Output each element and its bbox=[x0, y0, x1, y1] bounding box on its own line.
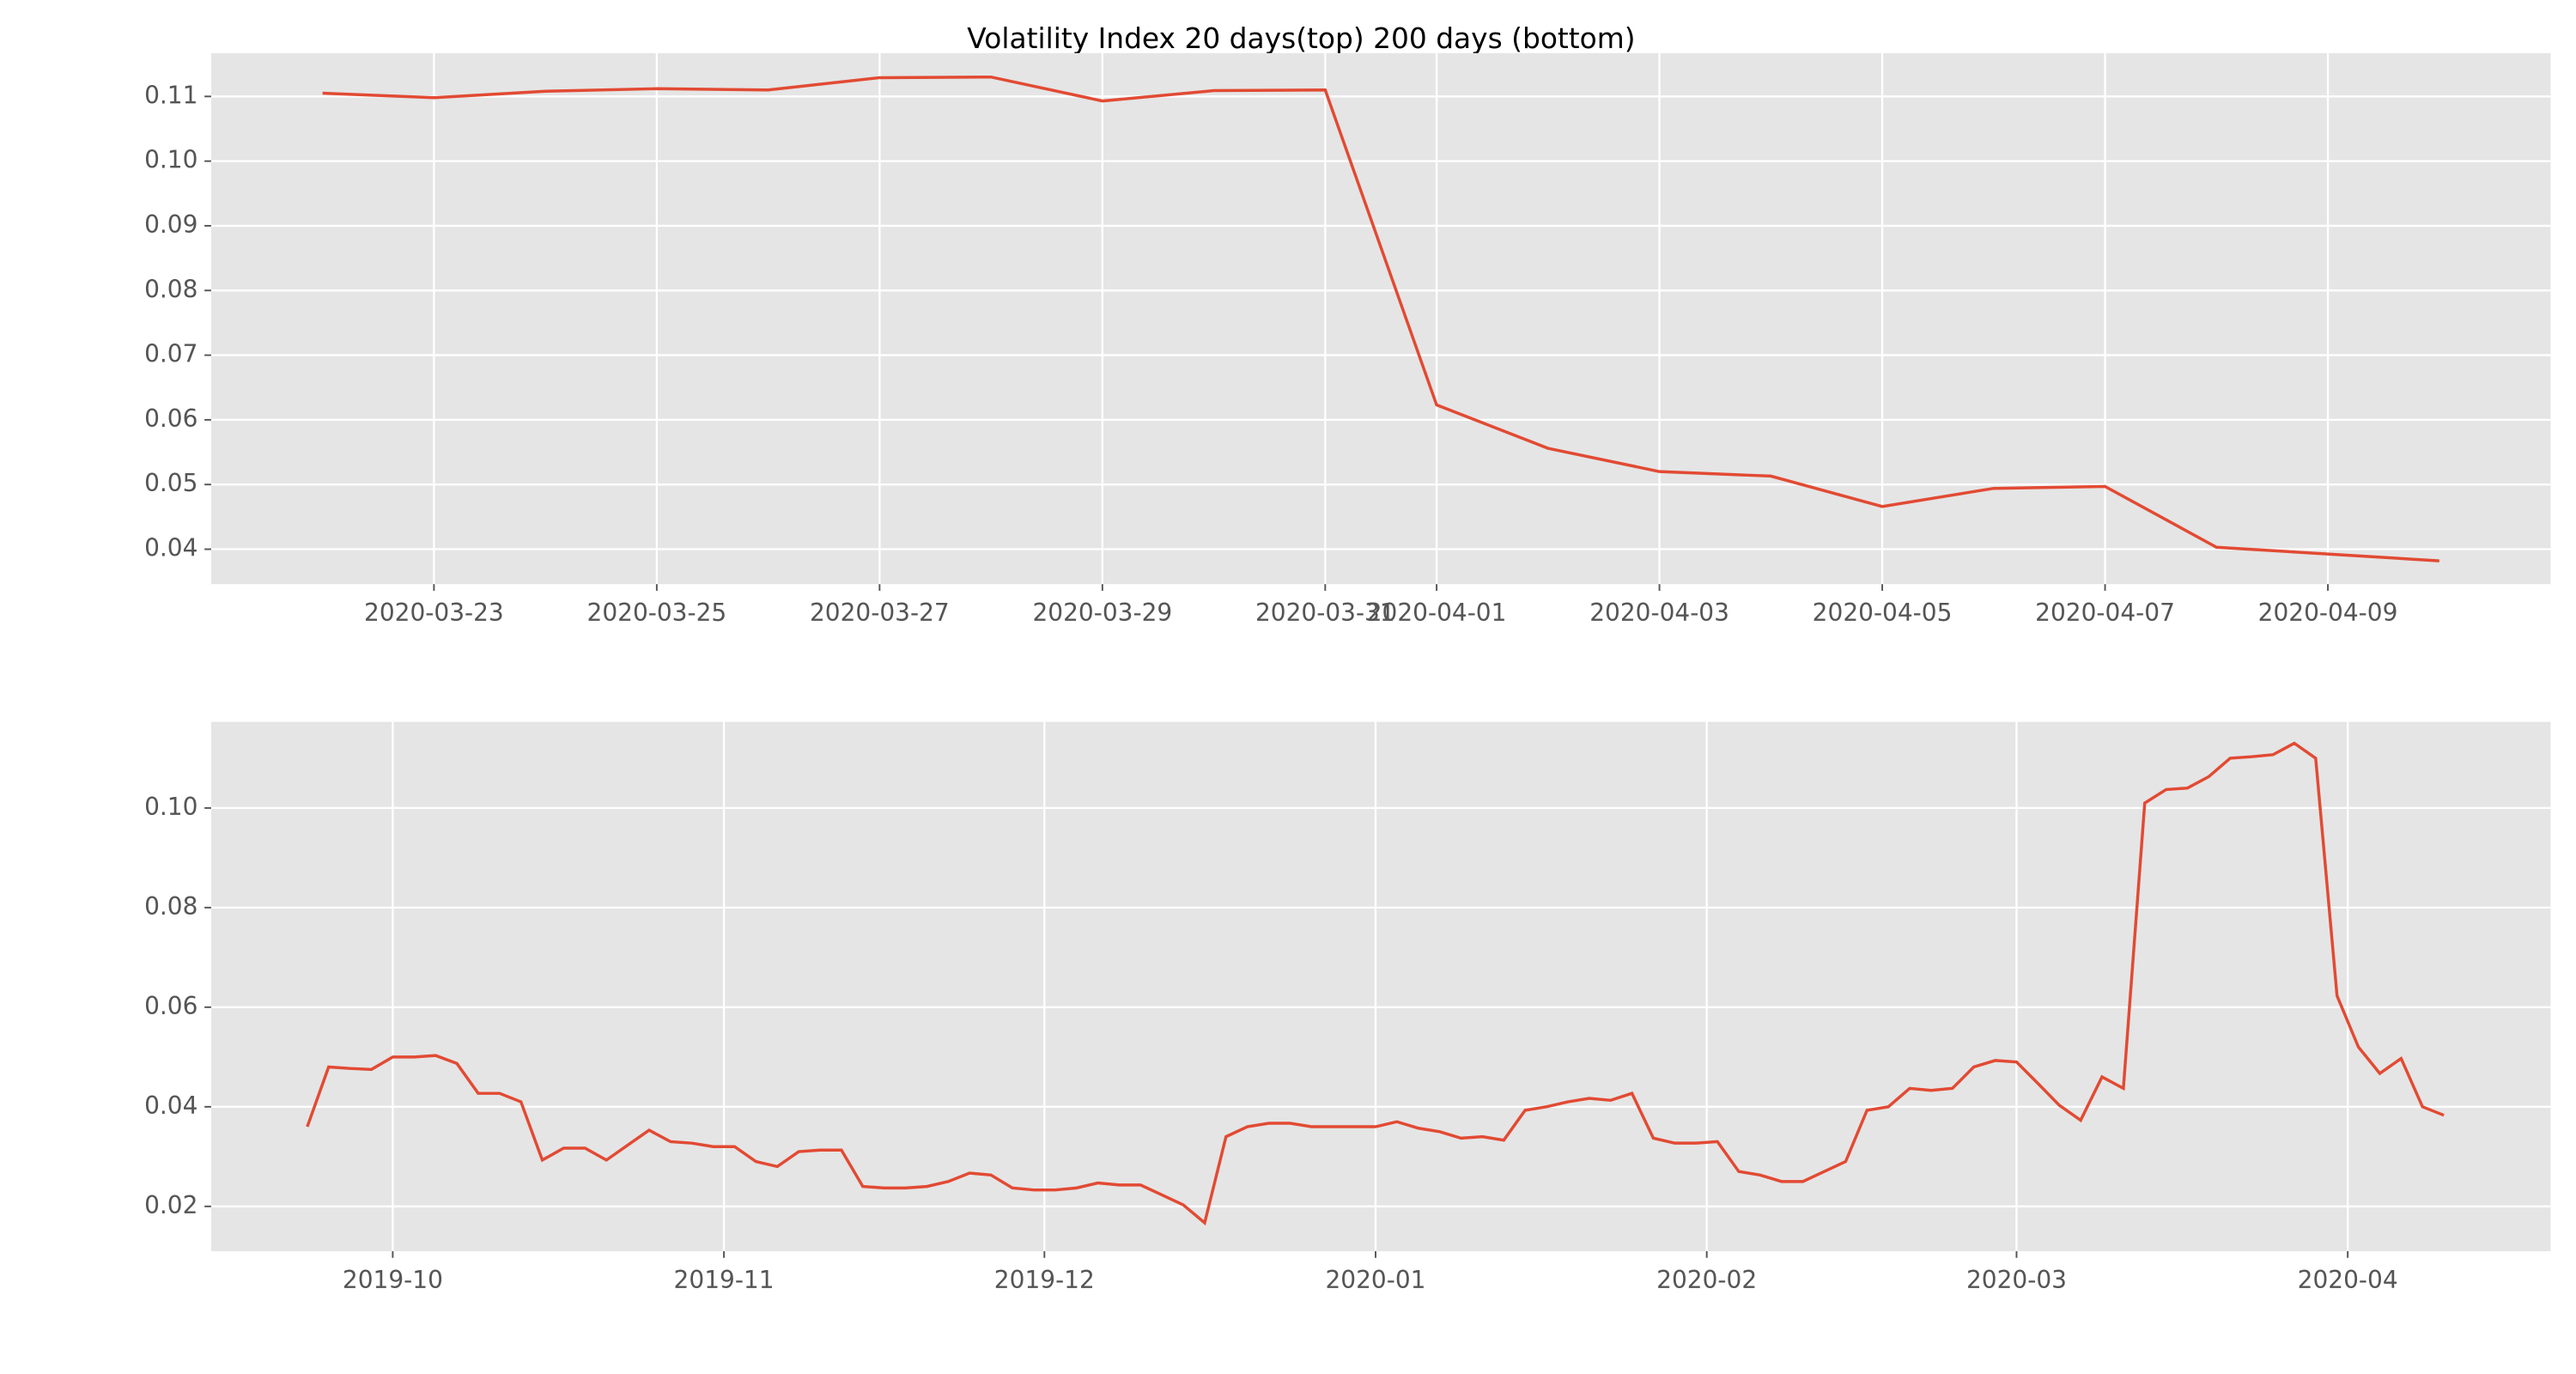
x-tick-label: 2019-11 bbox=[674, 1266, 775, 1294]
y-tick-label: 0.02 bbox=[144, 1191, 197, 1219]
x-tick-label: 2020-02 bbox=[1656, 1266, 1757, 1294]
x-tick-label: 2020-04-07 bbox=[2035, 599, 2175, 627]
y-tick-label: 0.04 bbox=[144, 534, 197, 562]
plot-area bbox=[210, 721, 2551, 1252]
y-tick-label: 0.05 bbox=[144, 469, 197, 497]
data-line bbox=[306, 741, 2445, 1226]
y-tick-label: 0.10 bbox=[144, 146, 197, 174]
x-tick-label: 2020-03 bbox=[1966, 1266, 2067, 1294]
x-tick-label: 2020-01 bbox=[1325, 1266, 1425, 1294]
x-tick-label: 2020-03-27 bbox=[810, 599, 950, 627]
y-tick-label: 0.09 bbox=[144, 210, 197, 239]
y-tick-label: 0.11 bbox=[144, 81, 197, 109]
y-tick-label: 0.08 bbox=[144, 275, 197, 303]
x-tick-label: 2019-12 bbox=[994, 1266, 1095, 1294]
y-tick-label: 0.07 bbox=[144, 340, 197, 368]
y-tick-label: 0.08 bbox=[144, 892, 197, 921]
x-tick-label: 2020-03-29 bbox=[1032, 599, 1172, 627]
y-tick-label: 0.10 bbox=[144, 793, 197, 821]
x-tick-label: 2020-04-09 bbox=[2258, 599, 2398, 627]
x-tick-label: 2020-03-31 bbox=[1255, 599, 1395, 627]
x-tick-label: 2020-03-23 bbox=[364, 599, 504, 627]
x-tick-label: 2019-10 bbox=[343, 1266, 443, 1294]
x-tick-label: 2020-04-05 bbox=[1813, 599, 1953, 627]
x-tick-label: 2020-03-25 bbox=[587, 599, 727, 627]
y-tick-label: 0.04 bbox=[144, 1091, 197, 1120]
data-line bbox=[322, 75, 2439, 562]
x-tick-label: 2020-04 bbox=[2298, 1266, 2398, 1294]
x-tick-label: 2020-04-03 bbox=[1589, 599, 1729, 627]
plot-area bbox=[210, 52, 2551, 585]
y-tick-label: 0.06 bbox=[144, 404, 197, 433]
x-tick-label: 2020-04-01 bbox=[1367, 599, 1507, 627]
chart-title: Volatility Index 20 days(top) 200 days (… bbox=[967, 22, 1635, 55]
y-tick-label: 0.06 bbox=[144, 992, 197, 1020]
